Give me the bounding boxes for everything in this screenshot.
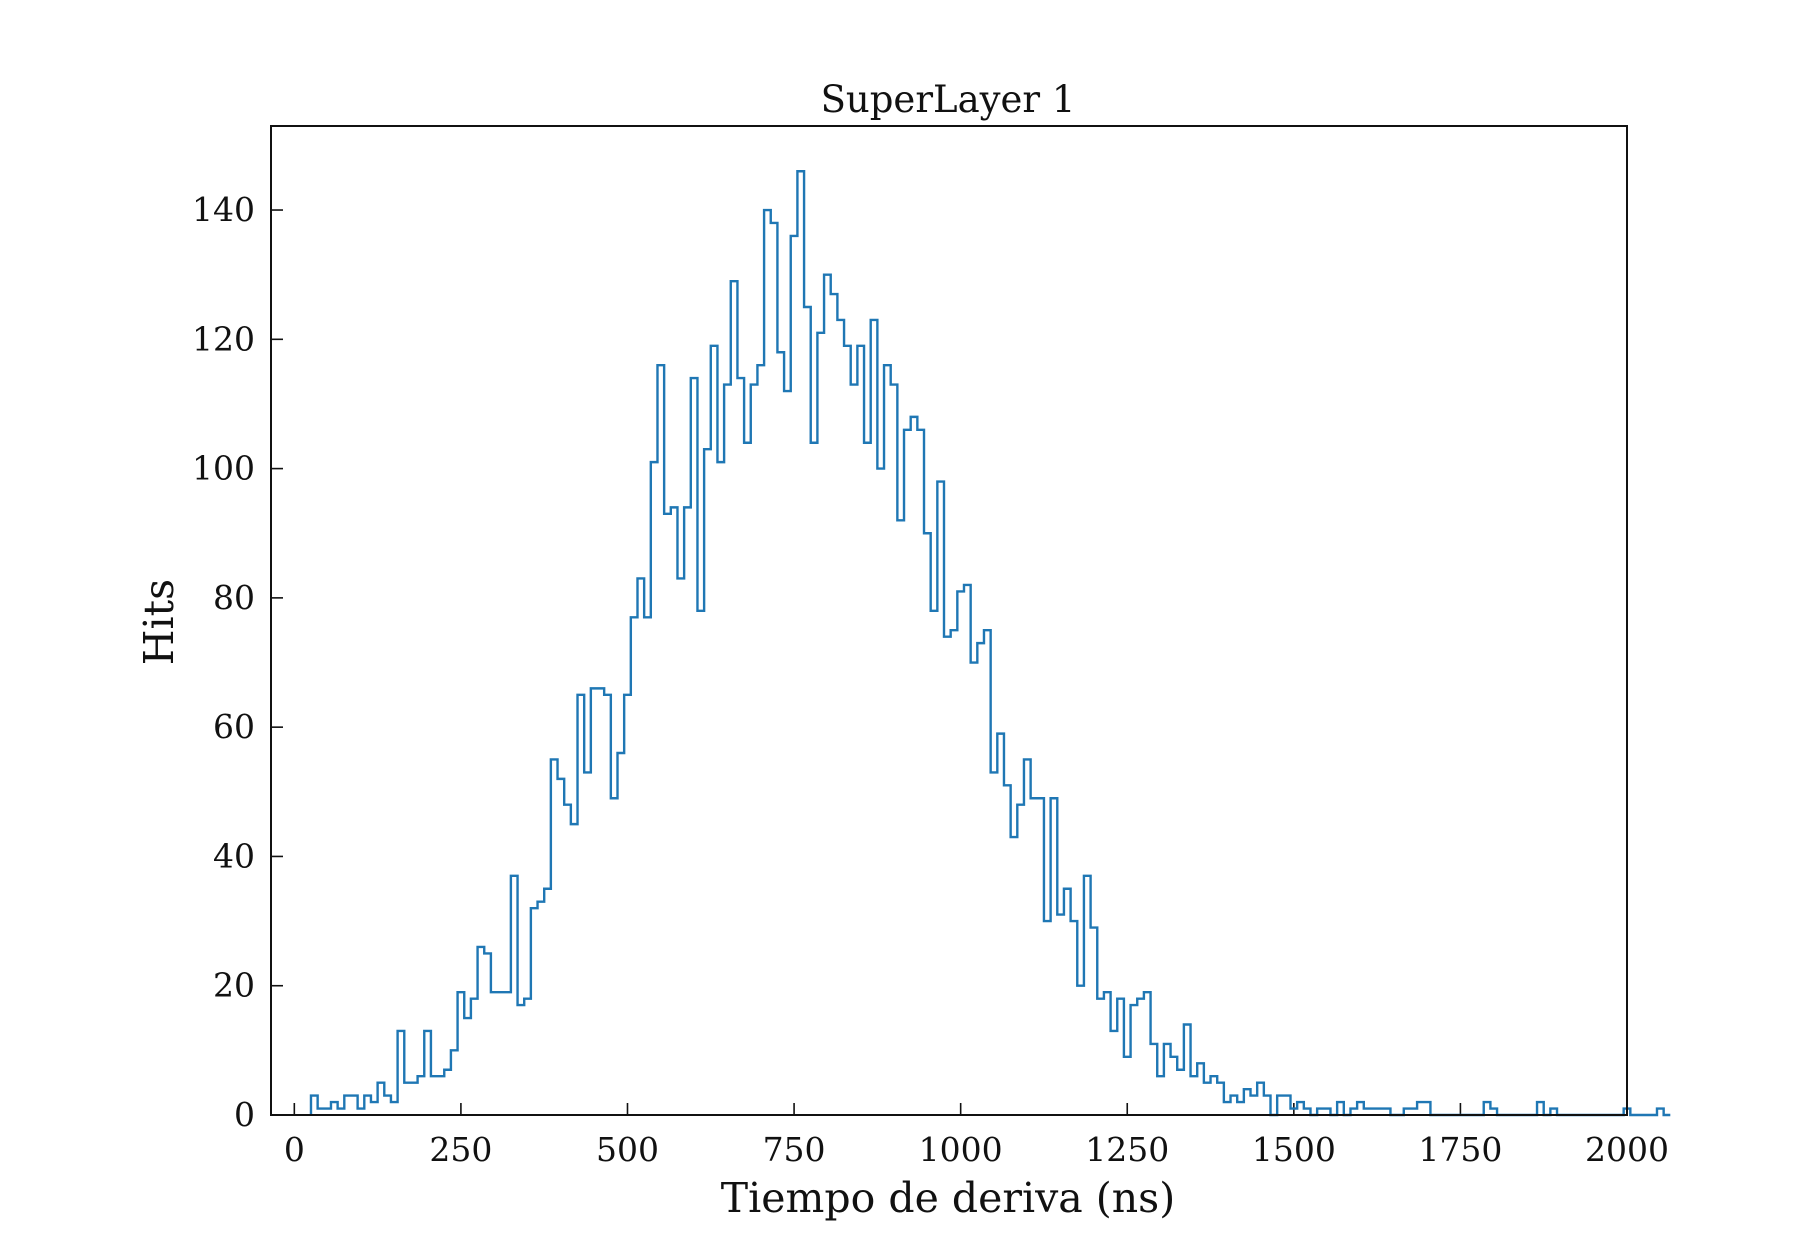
y-tick-label: 120 <box>192 319 255 358</box>
x-tick-label: 0 <box>284 1130 305 1169</box>
y-axis-label: Hits <box>135 579 183 665</box>
x-tick-label: 2000 <box>1585 1130 1669 1169</box>
x-tick-label: 500 <box>596 1130 659 1169</box>
x-axis-label: Tiempo de deriva (ns) <box>721 1174 1175 1222</box>
x-tick-label: 1000 <box>919 1130 1003 1169</box>
y-tick-label: 20 <box>213 966 255 1005</box>
y-tick-label: 100 <box>192 449 255 488</box>
y-tick-label: 40 <box>213 836 255 875</box>
y-tick-label: 80 <box>213 578 255 617</box>
y-tick-label: 0 <box>234 1095 255 1134</box>
x-tick-label: 1500 <box>1252 1130 1336 1169</box>
axis-ticks: 0 250 500 750 1000 1250 1500 1750 2000 0 20 40 60 80 1… <box>192 190 1669 1169</box>
y-tick-label: 140 <box>192 190 255 229</box>
x-tick-label: 750 <box>763 1130 826 1169</box>
x-tick-label: 250 <box>429 1130 492 1169</box>
x-tick-label: 1250 <box>1085 1130 1169 1169</box>
histogram-series-line <box>309 170 1671 1117</box>
plot-frame <box>270 125 1628 1116</box>
x-tick-label: 1750 <box>1418 1130 1502 1169</box>
y-tick-label: 60 <box>213 707 255 746</box>
chart-title: SuperLayer 1 <box>821 78 1076 121</box>
